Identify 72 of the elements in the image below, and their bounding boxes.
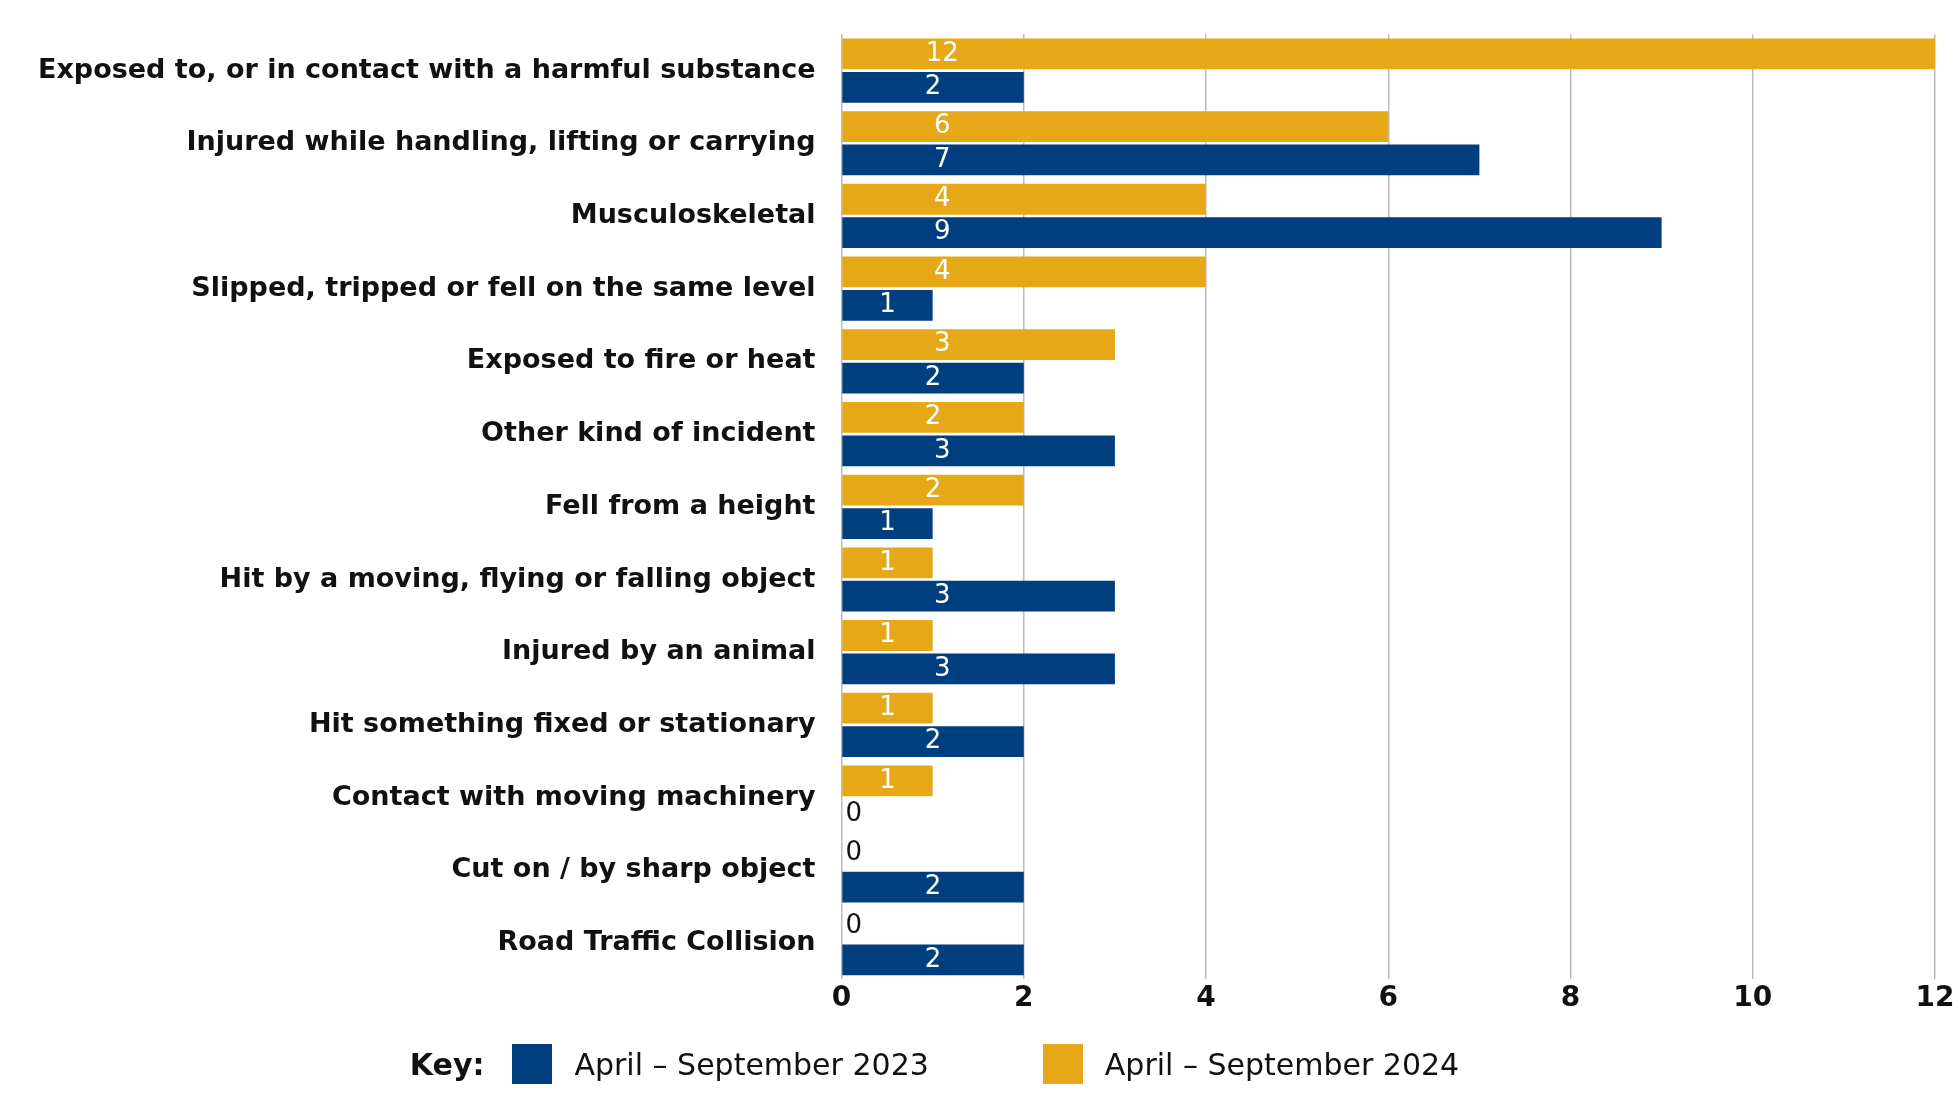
legend-label: April – September 2023 xyxy=(574,1046,929,1082)
data-label: 2 xyxy=(924,400,942,431)
y-tick-label: Cut on / by sharp object xyxy=(451,852,816,884)
x-tick-label: 8 xyxy=(1560,980,1581,1014)
bar xyxy=(842,726,1024,758)
y-tick-label: Exposed to, or in contact with a harmful substance xyxy=(38,52,816,84)
bar xyxy=(842,620,933,651)
data-label: 1 xyxy=(879,690,896,721)
data-label: 3 xyxy=(934,433,951,464)
data-label: 3 xyxy=(934,651,951,682)
bar xyxy=(842,401,1024,433)
bar xyxy=(842,71,1024,103)
x-tick-label: 0 xyxy=(831,980,852,1014)
legend-title: Key: xyxy=(409,1046,485,1082)
bar xyxy=(842,508,933,539)
x-tick-label: 12 xyxy=(1915,980,1955,1014)
x-tick-label: 10 xyxy=(1733,980,1773,1014)
x-tick-label: 6 xyxy=(1378,980,1399,1014)
data-label: 0 xyxy=(845,836,863,867)
data-label: 1 xyxy=(879,618,896,649)
y-tick-label: Exposed to fire or heat xyxy=(466,343,816,375)
data-label: 1 xyxy=(879,545,896,576)
bar xyxy=(842,547,933,579)
bar xyxy=(842,183,1207,215)
y-tick-label: Hit by a moving, flying or falling object xyxy=(219,561,816,593)
bar xyxy=(842,38,1935,70)
y-tick-label: Injured by an animal xyxy=(501,634,816,666)
data-label: 2 xyxy=(924,472,942,503)
bar xyxy=(842,944,1024,976)
data-label: 1 xyxy=(879,506,896,537)
bar xyxy=(842,111,1389,142)
bar xyxy=(842,765,933,797)
y-tick-label: Musculoskeletal xyxy=(570,197,816,229)
data-label: 0 xyxy=(845,909,863,940)
data-label: 2 xyxy=(924,360,942,391)
y-tick-label: Injured while handling, lifting or carrying xyxy=(186,125,816,157)
data-label: 9 xyxy=(934,215,951,246)
bar xyxy=(842,290,933,321)
bar xyxy=(842,653,1115,685)
data-label: 3 xyxy=(934,327,951,358)
x-tick-label: 4 xyxy=(1196,980,1216,1014)
data-label: 0 xyxy=(845,797,863,828)
data-label: 12 xyxy=(925,36,959,67)
data-label: 2 xyxy=(924,869,942,900)
bar xyxy=(842,871,1024,903)
y-tick-label: Other kind of incident xyxy=(481,416,816,448)
bar xyxy=(842,580,1115,612)
data-label: 2 xyxy=(924,724,942,755)
data-label: 1 xyxy=(879,288,896,319)
data-label: 4 xyxy=(934,182,951,212)
bar xyxy=(842,329,1115,361)
data-label: 3 xyxy=(934,578,951,609)
data-label: 7 xyxy=(934,142,951,173)
bar xyxy=(842,435,1115,467)
data-label: 4 xyxy=(934,254,951,285)
y-tick-label: Fell from a height xyxy=(544,488,816,520)
bar xyxy=(842,144,1480,176)
y-tick-label: Contact with moving machinery xyxy=(332,779,816,811)
bar xyxy=(842,362,1024,394)
legend-label: April – September 2024 xyxy=(1104,1046,1460,1082)
data-label: 6 xyxy=(934,109,951,140)
y-tick-label: Road Traffic Collision xyxy=(497,925,816,957)
data-label: 1 xyxy=(879,763,896,794)
bar xyxy=(842,256,1207,288)
data-label: 2 xyxy=(924,70,942,101)
y-tick-label: Hit something fixed or stationary xyxy=(308,706,816,738)
x-tick-label: 2 xyxy=(1014,980,1034,1014)
bar xyxy=(842,217,1662,249)
bar xyxy=(842,692,933,724)
data-label: 2 xyxy=(924,942,942,973)
bar xyxy=(842,474,1024,506)
y-tick-label: Slipped, tripped or fell on the same level xyxy=(191,270,816,302)
